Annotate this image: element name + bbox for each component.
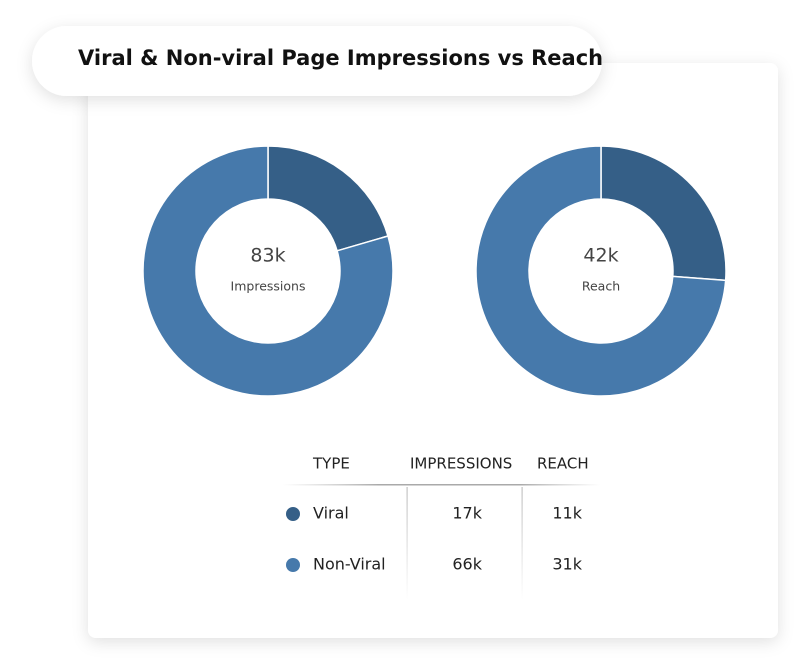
donut-segment bbox=[475, 145, 727, 397]
charts: 83k Impressions 42k Reach bbox=[142, 145, 727, 397]
column-header: IMPRESSIONS bbox=[410, 455, 512, 473]
donut-segment bbox=[600, 145, 727, 282]
title: Viral & Non-viral Page Impressions vs Re… bbox=[78, 46, 603, 70]
center-caption: Reach bbox=[582, 279, 620, 294]
table-value: 11k bbox=[552, 504, 582, 523]
table: TYPE IMPRESSIONS REACH Viral 17k 11k Non-Viral… bbox=[283, 455, 600, 600]
row-label: Viral bbox=[313, 504, 349, 523]
column-divider bbox=[406, 487, 408, 600]
table-value: 17k bbox=[452, 504, 482, 523]
column-header: REACH bbox=[537, 455, 589, 473]
card bbox=[88, 63, 778, 638]
legend-dot bbox=[286, 507, 300, 521]
center-caption: Impressions bbox=[231, 279, 306, 294]
legend-dot bbox=[286, 558, 300, 572]
header-rule bbox=[283, 484, 600, 486]
center-value: 42k bbox=[583, 245, 618, 267]
donut-segment bbox=[142, 145, 394, 397]
center-value: 83k bbox=[250, 245, 285, 267]
title-pill bbox=[32, 26, 602, 96]
column-divider bbox=[521, 487, 523, 600]
table-value: 66k bbox=[452, 555, 482, 574]
row-label: Non-Viral bbox=[313, 555, 386, 574]
column-header: TYPE bbox=[312, 455, 350, 473]
table-value: 31k bbox=[552, 555, 582, 574]
